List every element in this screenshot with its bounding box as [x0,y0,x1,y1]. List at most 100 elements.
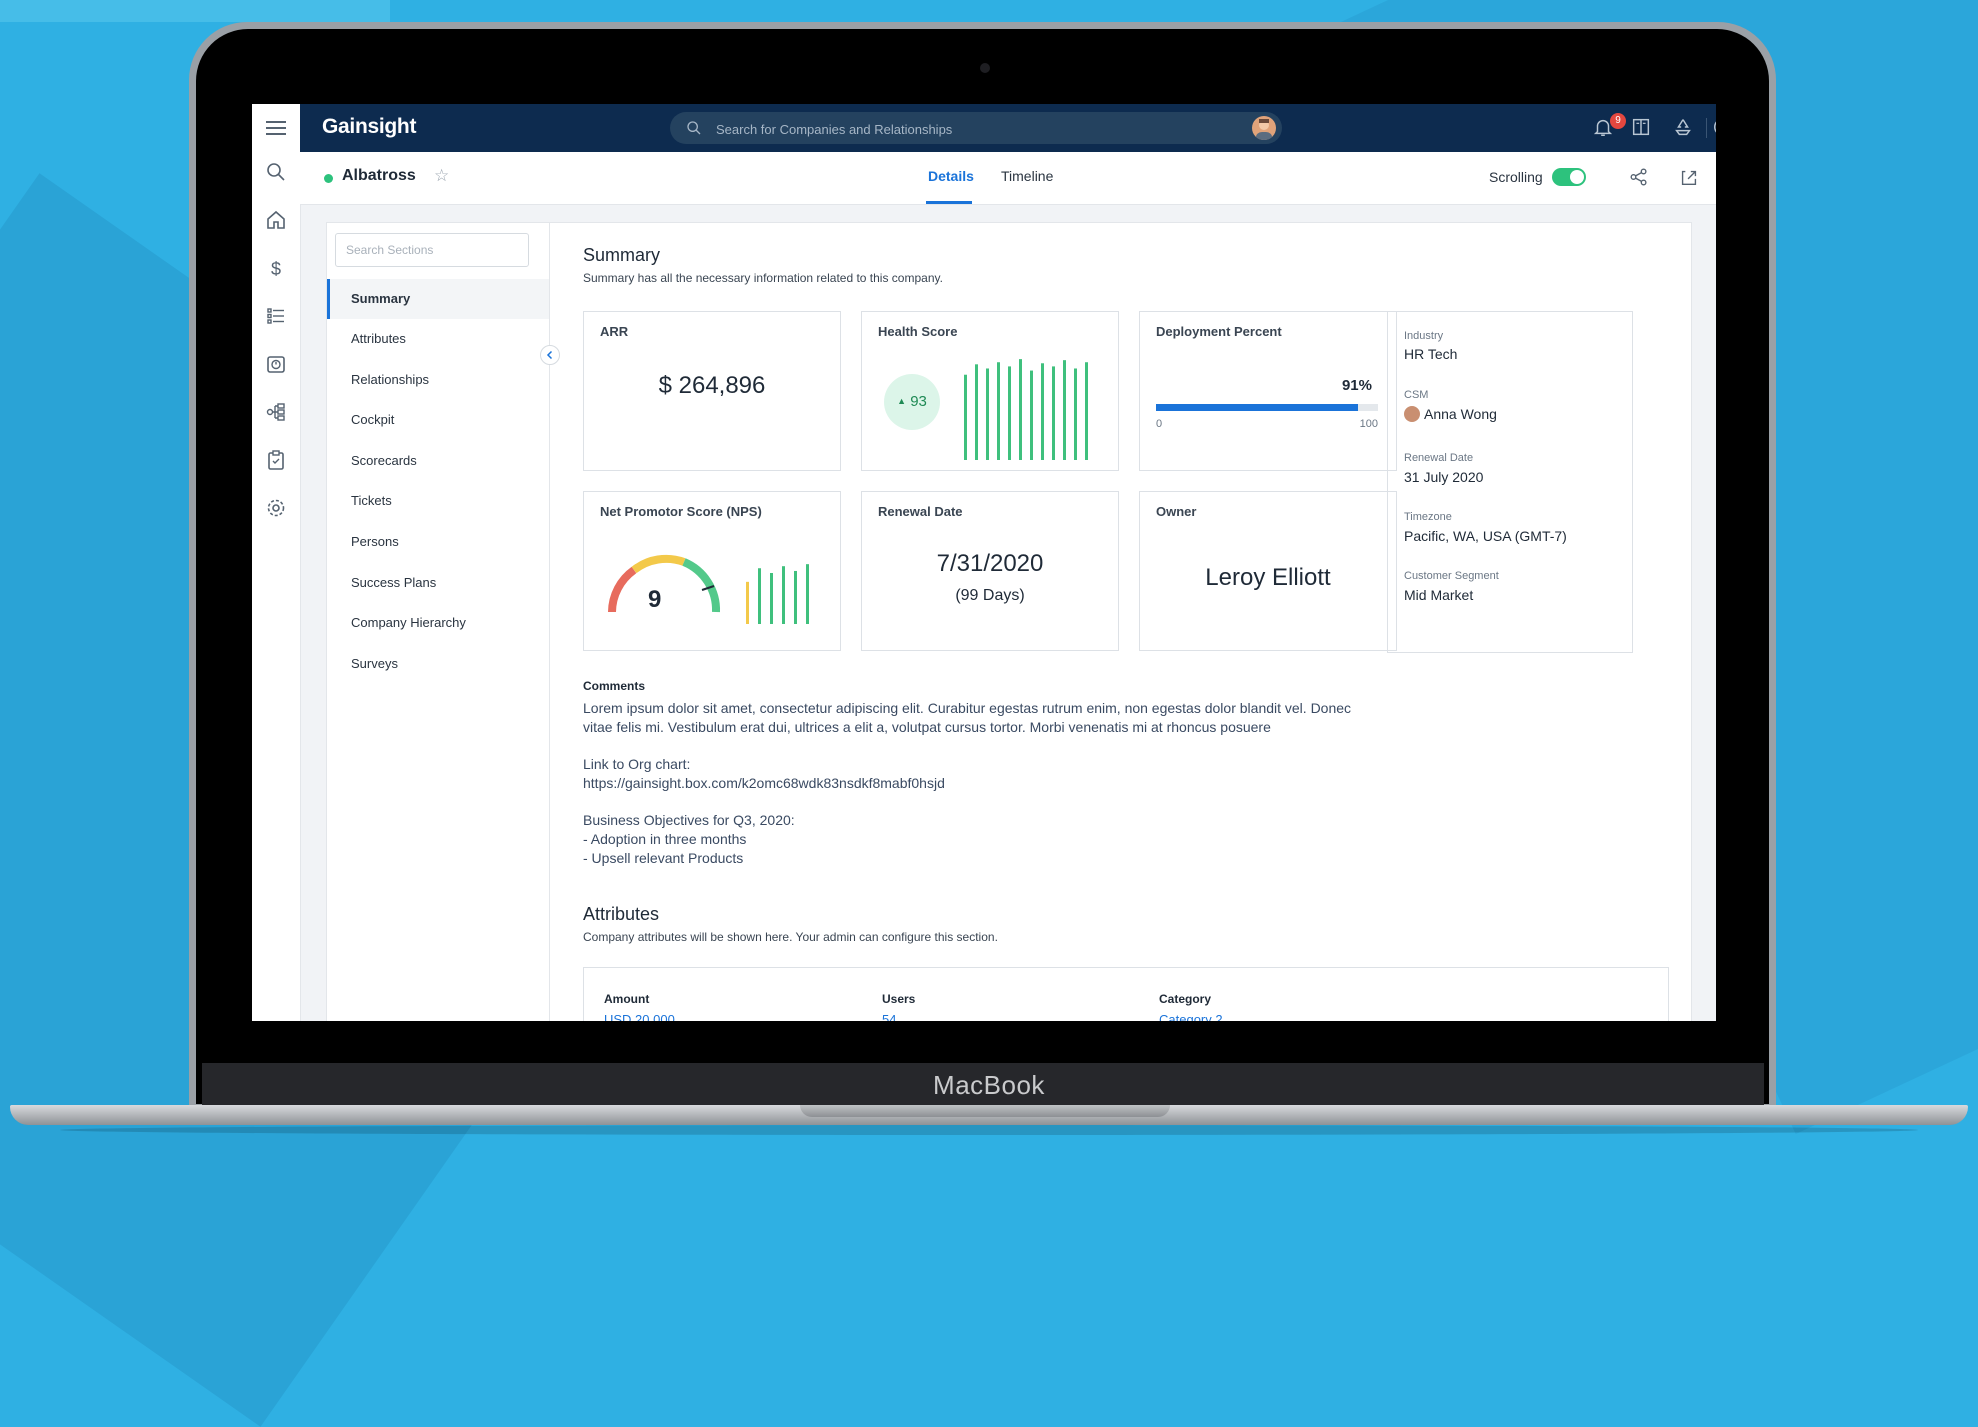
company-header: Albatross ☆ Details Timeline Scrolling [300,152,1716,205]
section-item-tickets[interactable]: Tickets [351,493,392,508]
health-trend-bar [1052,366,1055,460]
health-trend-bar [1085,362,1088,460]
attr-header-amount: Amount [604,992,650,1006]
info-value-segment: Mid Market [1404,587,1474,603]
share-icon[interactable] [1628,166,1650,188]
search-input[interactable] [714,112,1218,146]
attributes-title: Attributes [583,904,660,924]
health-trend-bar [1008,366,1011,460]
hierarchy-icon[interactable] [264,400,288,424]
camera [980,63,990,73]
main-panel: Summary Attributes Relationships Cockpit… [326,222,1692,1021]
csm-name: Anna Wong [1424,406,1497,422]
nps-value: 9 [648,586,662,613]
renewal-title: Renewal Date [878,504,963,519]
scrolling-toggle[interactable] [1552,168,1586,186]
attr-value-users[interactable]: 54 [882,1012,897,1021]
attr-header-users: Users [882,992,916,1006]
nps-trend-bar [758,568,761,624]
attr-value-category[interactable]: Category 2 [1159,1012,1223,1021]
nps-trend-bars [746,564,809,624]
app-screen: $ Gainsight 9 Albatross ☆ Details Timeli… [252,104,1716,1021]
health-trend-bar [1019,359,1022,460]
top-bar: Gainsight 9 [300,104,1716,152]
tab-details[interactable]: Details [928,168,974,184]
info-label-industry: Industry [1404,330,1444,342]
section-item-success-plans[interactable]: Success Plans [351,575,437,590]
comments-line: - Upsell relevant Products [583,850,744,866]
clock-icon[interactable] [264,352,288,376]
comments-line: Lorem ipsum dolor sit amet, consectetur … [583,700,1352,716]
arr-value: $ 264,896 [658,372,766,399]
health-score-card: Health Score ▲ 93 [861,311,1119,471]
gear-icon[interactable] [264,496,288,520]
info-value-renewal: 31 July 2020 [1404,469,1484,485]
company-info-card: Industry HR Tech CSM Anna Wong Renewal D… [1387,311,1633,653]
global-search[interactable] [670,112,1282,146]
info-value-industry: HR Tech [1404,346,1458,362]
health-score-value: 93 [910,393,927,410]
arr-card: ARR $ 264,896 [583,311,841,471]
nps-card: Net Promotor Score (NPS) 9 [583,491,841,651]
info-value-csm: Anna Wong [1404,406,1497,422]
section-item-attributes[interactable]: Attributes [351,331,406,346]
deployment-max: 100 [1359,418,1378,430]
nps-title: Net Promotor Score (NPS) [600,504,762,519]
dollar-icon[interactable]: $ [264,256,288,280]
section-item-scorecards[interactable]: Scorecards [351,453,417,468]
nps-trend-bar [770,573,773,624]
attributes-subtitle: Company attributes will be shown here. Y… [583,930,998,944]
avatar[interactable] [1252,116,1276,140]
csm-avatar [1404,406,1420,422]
nps-gauge [608,554,721,613]
deployment-progress-track [1156,404,1378,411]
chevron-left-icon [546,350,553,360]
clipboard-icon[interactable] [264,448,288,472]
bell-icon[interactable] [1592,115,1614,139]
comments-line: Business Objectives for Q3, 2020: [583,812,795,828]
nps-trend-bar [746,581,749,624]
trend-up-icon: ▲ [897,396,907,406]
info-label-segment: Customer Segment [1404,570,1499,582]
laptop-brand: MacBook [933,1070,1045,1100]
health-score-title: Health Score [878,324,958,339]
home-icon[interactable] [264,208,288,232]
star-icon[interactable]: ☆ [434,166,450,185]
arr-title: ARR [600,324,629,339]
info-label-timezone: Timezone [1404,511,1452,523]
org-chart-link[interactable]: https://gainsight.box.com/k2omc68wdk83ns… [583,775,945,791]
health-trend-bar [1074,368,1077,460]
nps-trend-bar [806,564,809,624]
attr-value-amount[interactable]: USD 20,000 [604,1012,675,1021]
section-item-surveys[interactable]: Surveys [351,656,398,671]
attributes-table: Amount USD 20,000 Users 54 Category Cate… [583,967,1669,1021]
list-icon[interactable] [264,304,288,328]
app-logo: Gainsight [322,115,417,138]
renewal-date-value: 7/31/2020 [936,550,1044,577]
menu-icon[interactable] [266,121,286,135]
section-item-summary[interactable]: Summary [327,279,549,319]
user-profile-icon[interactable] [1712,115,1716,139]
section-item-company-hierarchy[interactable]: Company Hierarchy [351,615,466,630]
book-icon[interactable] [1630,115,1652,139]
section-item-persons[interactable]: Persons [351,534,399,549]
deployment-title: Deployment Percent [1156,324,1282,339]
owner-card: Owner Leroy Elliott [1139,491,1397,651]
comments-line: - Adoption in three months [583,831,747,847]
summary-title: Summary [583,245,661,265]
owner-title: Owner [1156,504,1197,519]
search-sections-input[interactable] [335,233,529,267]
section-item-cockpit[interactable]: Cockpit [351,412,395,427]
renewal-days: (99 Days) [955,587,1025,604]
tab-timeline[interactable]: Timeline [1001,168,1054,184]
section-content: Summary Summary has all the necessary in… [549,223,1691,1021]
section-item-relationships[interactable]: Relationships [351,372,430,387]
info-label-csm: CSM [1404,389,1429,401]
renewal-card: Renewal Date 7/31/2020 (99 Days) [861,491,1119,651]
info-label-renewal: Renewal Date [1404,452,1474,464]
export-icon[interactable] [1678,166,1700,188]
collapse-sections-button[interactable] [540,345,560,365]
nps-trend-bar [794,570,797,624]
recycle-icon[interactable] [1672,115,1694,139]
search-icon[interactable] [264,160,288,184]
